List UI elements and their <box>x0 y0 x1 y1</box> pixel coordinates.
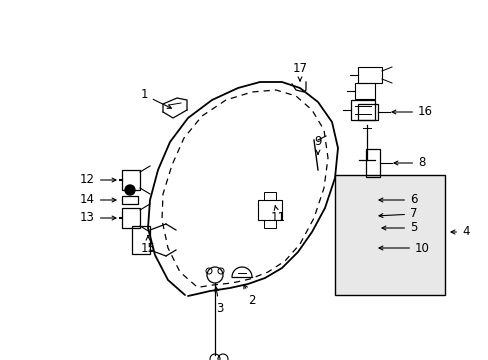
Circle shape <box>125 185 135 195</box>
Bar <box>258 200 282 220</box>
Text: 5: 5 <box>381 221 417 234</box>
Text: 14: 14 <box>80 193 116 207</box>
Text: 13: 13 <box>80 211 116 225</box>
Text: 2: 2 <box>244 284 255 306</box>
Bar <box>122 196 138 204</box>
Bar <box>357 67 381 83</box>
Text: 16: 16 <box>391 105 432 118</box>
Text: 11: 11 <box>270 206 285 225</box>
Bar <box>354 83 374 99</box>
Bar <box>334 175 444 295</box>
Bar <box>122 208 140 228</box>
Bar <box>264 220 275 228</box>
Text: 3: 3 <box>214 287 223 315</box>
Text: 17: 17 <box>292 62 307 81</box>
Text: 4: 4 <box>450 225 468 238</box>
Text: 12: 12 <box>80 174 116 186</box>
Bar <box>350 100 374 120</box>
Text: 8: 8 <box>393 157 425 170</box>
Bar <box>122 170 140 190</box>
Bar <box>357 104 377 120</box>
Text: 7: 7 <box>378 207 417 220</box>
Text: 1: 1 <box>140 89 171 108</box>
Text: 9: 9 <box>314 135 321 154</box>
Bar <box>365 149 379 177</box>
Bar <box>132 226 150 254</box>
Bar <box>264 192 275 200</box>
Text: 15: 15 <box>140 236 155 255</box>
Text: 10: 10 <box>378 242 429 255</box>
Text: 6: 6 <box>378 193 417 207</box>
